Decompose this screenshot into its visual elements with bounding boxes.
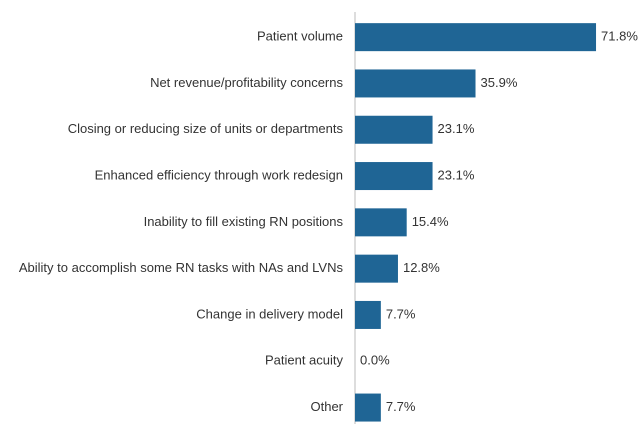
y-tick-label: Other xyxy=(310,399,343,414)
bar xyxy=(355,23,597,52)
y-tick-label: Enhanced efficiency through work redesig… xyxy=(95,167,343,182)
y-tick-label: Closing or reducing size of units or dep… xyxy=(68,121,344,136)
value-label: 35.9% xyxy=(481,75,518,90)
y-tick-label: Net revenue/profitability concerns xyxy=(150,75,343,90)
y-tick-label: Patient acuity xyxy=(265,353,344,368)
y-tick-label: Ability to accomplish some RN tasks with… xyxy=(19,260,344,275)
value-label: 71.8% xyxy=(601,29,638,44)
bar xyxy=(355,393,381,422)
value-label: 7.7% xyxy=(386,399,416,414)
y-tick-label: Patient volume xyxy=(257,29,343,44)
y-tick-label: Inability to fill existing RN positions xyxy=(144,214,344,229)
y-tick-label: Change in delivery model xyxy=(196,306,343,321)
bar xyxy=(355,254,398,283)
value-label: 23.1% xyxy=(438,121,475,136)
bar xyxy=(355,162,433,191)
bar xyxy=(355,300,381,329)
value-label: 0.0% xyxy=(360,353,390,368)
bar xyxy=(355,115,433,144)
value-label: 23.1% xyxy=(438,167,475,182)
bar xyxy=(355,69,476,98)
value-label: 7.7% xyxy=(386,306,416,321)
value-label: 12.8% xyxy=(403,260,440,275)
bar xyxy=(355,208,407,237)
value-label: 15.4% xyxy=(412,214,449,229)
